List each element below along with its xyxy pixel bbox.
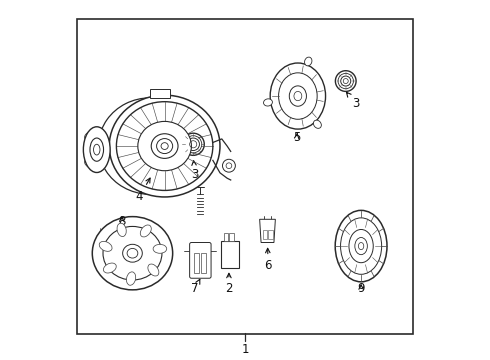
Ellipse shape [109, 95, 220, 197]
Bar [221, 241, 239, 267]
Ellipse shape [126, 272, 136, 285]
Text: 1: 1 [241, 343, 249, 356]
Ellipse shape [90, 138, 103, 161]
Bar [194, 253, 199, 273]
Bar [77, 19, 413, 334]
Text: 2: 2 [225, 273, 233, 296]
Ellipse shape [151, 134, 178, 158]
Ellipse shape [335, 210, 387, 282]
Text: 8: 8 [118, 215, 125, 228]
Ellipse shape [289, 86, 306, 106]
Polygon shape [260, 219, 275, 243]
Bar [223, 233, 228, 241]
Text: 3: 3 [191, 161, 198, 181]
Ellipse shape [270, 63, 325, 129]
Ellipse shape [187, 138, 199, 150]
Ellipse shape [92, 217, 172, 290]
Text: 4: 4 [136, 178, 150, 203]
Text: 9: 9 [357, 283, 365, 296]
Text: 6: 6 [265, 248, 272, 272]
Bar [268, 230, 272, 239]
FancyBboxPatch shape [190, 243, 211, 278]
Ellipse shape [279, 73, 317, 119]
Ellipse shape [355, 238, 368, 255]
Ellipse shape [335, 71, 356, 91]
Ellipse shape [153, 244, 167, 253]
Bar [201, 253, 206, 273]
Bar [263, 230, 267, 239]
Text: 3: 3 [346, 93, 360, 110]
Bar [229, 233, 234, 241]
Ellipse shape [117, 223, 126, 237]
Ellipse shape [182, 133, 204, 156]
Ellipse shape [140, 225, 151, 237]
Ellipse shape [338, 73, 353, 89]
Ellipse shape [103, 263, 116, 273]
Ellipse shape [341, 218, 382, 274]
Ellipse shape [305, 57, 312, 66]
Ellipse shape [264, 99, 272, 106]
Text: 5: 5 [293, 131, 300, 144]
Ellipse shape [148, 264, 159, 276]
Ellipse shape [341, 76, 351, 86]
Ellipse shape [314, 120, 321, 129]
Ellipse shape [103, 226, 162, 280]
Ellipse shape [83, 127, 110, 172]
Ellipse shape [157, 139, 172, 154]
Ellipse shape [122, 244, 142, 262]
Ellipse shape [161, 143, 168, 149]
Bar [150, 89, 170, 98]
Ellipse shape [185, 136, 202, 153]
Ellipse shape [138, 121, 192, 171]
Ellipse shape [349, 229, 373, 263]
Ellipse shape [99, 241, 112, 251]
Text: 7: 7 [191, 279, 200, 296]
Circle shape [222, 159, 235, 172]
